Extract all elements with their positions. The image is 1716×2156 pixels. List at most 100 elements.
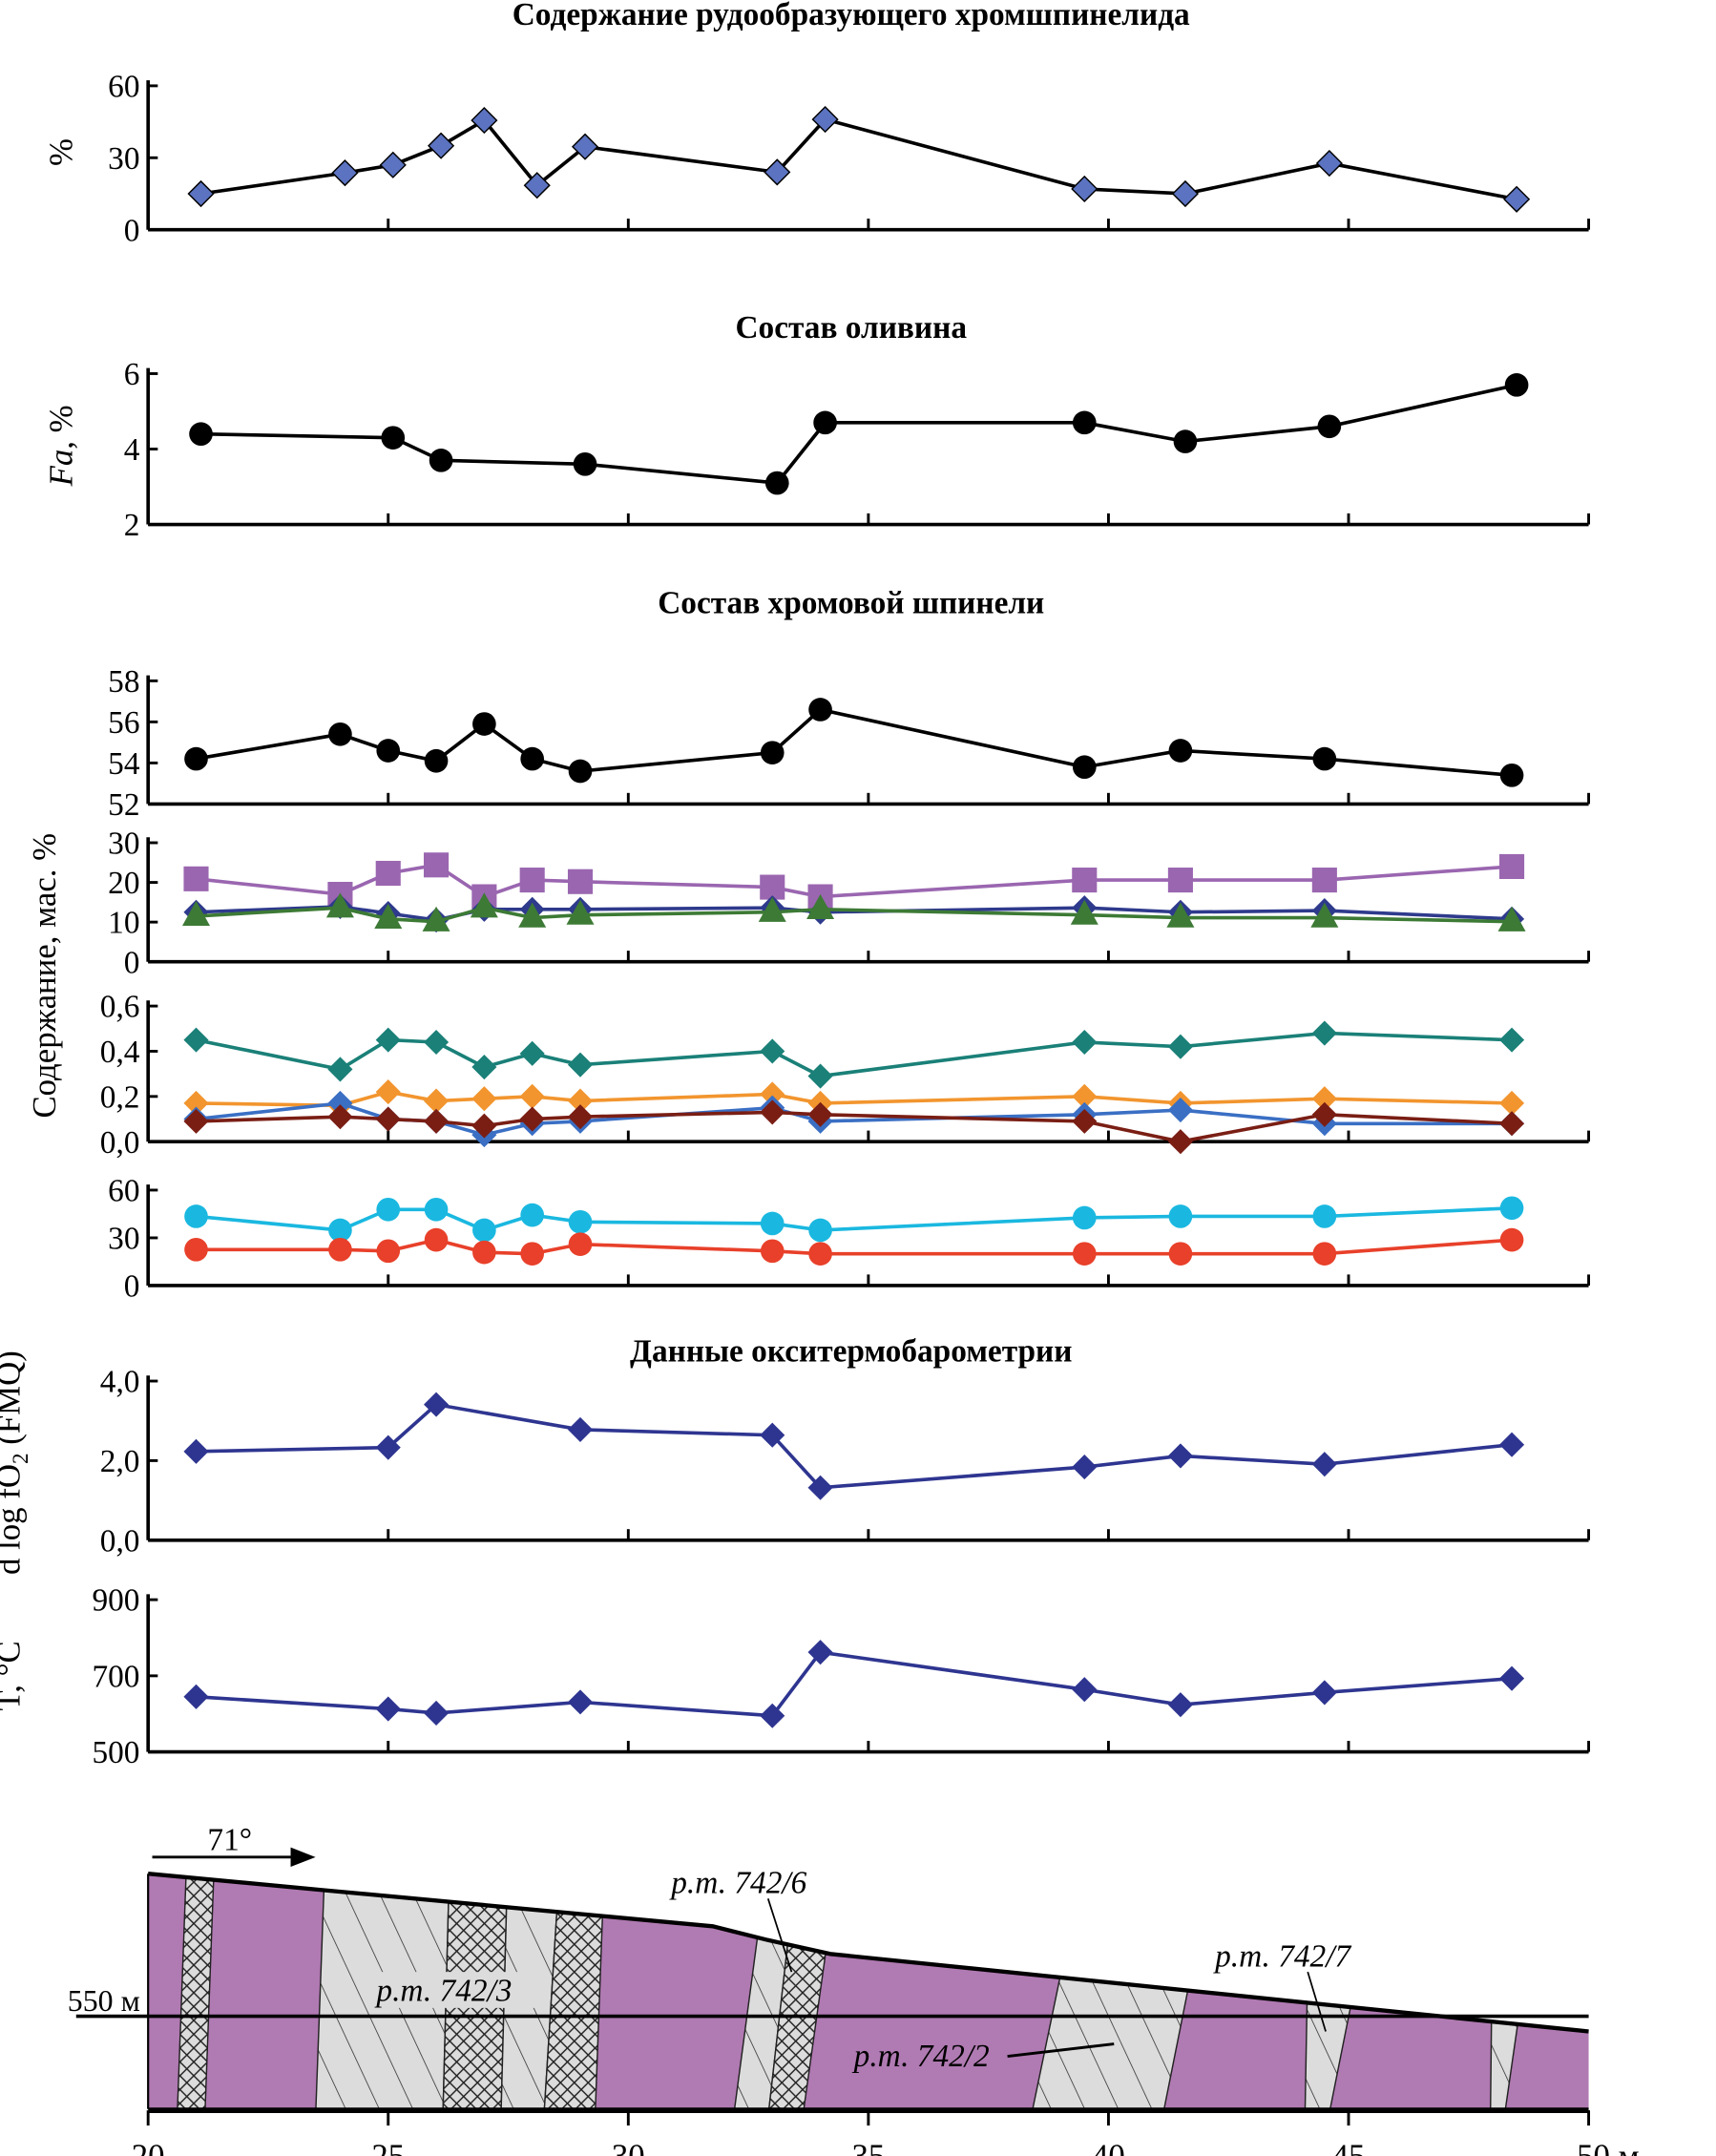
data-point	[1310, 902, 1339, 928]
y-tick-label: 30	[108, 1222, 139, 1257]
data-point	[189, 422, 213, 447]
data-point	[567, 869, 594, 894]
data-point	[811, 106, 839, 134]
y-tick-label: 20	[108, 866, 139, 901]
y-tick-label: 30	[108, 141, 139, 177]
data-point	[1312, 1242, 1337, 1266]
level-label: 550 м	[68, 1984, 140, 2018]
data-point	[1168, 739, 1193, 763]
sample-label-742-6: р.т. 742/6	[669, 1866, 806, 1901]
data-point	[471, 1086, 497, 1112]
data-point	[424, 1227, 449, 1252]
data-point	[519, 868, 545, 893]
series-line	[200, 383, 1517, 485]
data-point	[1503, 185, 1531, 213]
data-point	[328, 1218, 352, 1243]
data-point	[429, 449, 453, 472]
y-tick-label: 30	[108, 827, 139, 862]
data-point	[1167, 1692, 1193, 1718]
data-point	[1504, 373, 1529, 397]
x-tick-label: 40	[1092, 2138, 1125, 2156]
y-tick-label: 0,4	[100, 1035, 140, 1070]
data-point	[808, 1218, 832, 1243]
data-point	[760, 1239, 785, 1264]
data-point	[375, 1079, 401, 1105]
y-tick-label: 54	[108, 746, 140, 782]
data-point	[184, 1204, 208, 1228]
arrow-head-icon	[290, 1847, 316, 1867]
data-point	[568, 1232, 593, 1256]
data-point	[1167, 868, 1193, 893]
chart-panel-6: Данные окситермобарометрии d log fO2 (FMQ…	[0, 1334, 1591, 1575]
y-tick-label: 2,0	[100, 1444, 140, 1479]
data-point	[327, 1104, 353, 1130]
y-tick-label: 2	[124, 508, 140, 543]
y-tick-label: 0,2	[100, 1079, 140, 1115]
data-point	[471, 1054, 497, 1080]
data-point	[375, 1106, 401, 1132]
data-point	[183, 1027, 209, 1053]
data-point	[187, 179, 215, 208]
data-point	[1071, 175, 1099, 203]
data-point	[520, 1203, 545, 1227]
data-point	[381, 426, 406, 450]
chart-panel-4: 0,0 0,2 0,4 0,6	[100, 990, 1591, 1161]
y-tick-label: 0,0	[100, 1523, 140, 1559]
y-label-tail: (FMQ)	[0, 1350, 27, 1453]
data-point	[760, 741, 785, 764]
data-point	[1499, 1665, 1525, 1691]
data-point	[1072, 1455, 1098, 1480]
data-point	[183, 1108, 209, 1134]
y-label-italic: Fa	[42, 450, 79, 488]
data-point	[519, 1083, 545, 1109]
data-point	[1312, 1204, 1337, 1228]
x-tick-label: 35	[851, 2138, 885, 2156]
data-point	[375, 1027, 401, 1053]
data-point	[424, 852, 450, 878]
chart-panel-1: Состав оливина Fa, % 2 4 6	[42, 310, 1591, 543]
data-point	[519, 1040, 545, 1066]
surface-line	[147, 1872, 1589, 2034]
data-point	[327, 1057, 353, 1082]
leader-line	[766, 1898, 793, 1973]
geological-section: 20 25 30 35 40 45 50 м 71° 550 м р.т. 742/3 р.…	[68, 1823, 1640, 2156]
data-point	[1317, 414, 1342, 439]
data-point	[183, 866, 209, 891]
data-point	[1072, 1029, 1098, 1056]
y-axis-label: d log fO2 (FMQ)	[0, 1350, 33, 1575]
data-point	[1167, 1129, 1193, 1155]
y-tick-label: 52	[108, 787, 139, 823]
chart-panel-7: T, °C 500 700 900	[0, 1583, 1591, 1770]
data-point	[567, 1104, 594, 1130]
data-point	[375, 1696, 401, 1722]
data-point	[1311, 1101, 1337, 1127]
data-point	[472, 1218, 496, 1243]
data-point	[1499, 1111, 1525, 1137]
data-point	[1072, 1108, 1098, 1134]
chart-panel-0: Содержание рудообразующего хромшпинелида…	[42, 0, 1591, 248]
data-point	[184, 1237, 208, 1262]
data-point	[1168, 1242, 1193, 1266]
x-tick-label: 30	[612, 2138, 645, 2156]
data-point	[760, 1422, 785, 1448]
y-tick-label: 10	[108, 906, 139, 941]
data-point	[183, 1438, 209, 1464]
data-point	[760, 1211, 785, 1236]
data-point	[764, 471, 789, 495]
chart-panel-5: 0 30 60	[108, 1174, 1591, 1305]
data-point	[760, 1038, 785, 1064]
y-tick-label: 60	[108, 69, 139, 104]
data-point	[1499, 1027, 1525, 1053]
data-point	[764, 158, 791, 186]
chart-panel-3: Содержание, мас. % 0 10 20 30	[26, 827, 1591, 1119]
y-axis-label: Содержание, мас. %	[26, 833, 63, 1119]
vein-crosshatch	[176, 1873, 216, 2109]
panel-title: Состав оливина	[736, 310, 968, 345]
data-point	[331, 159, 359, 187]
leader-line	[1007, 2042, 1115, 2059]
y-tick-label: 900	[92, 1583, 139, 1619]
y-tick-label: 58	[108, 664, 139, 700]
sample-label-742-2: р.т. 742/2	[852, 2039, 990, 2074]
dip-label: 71°	[207, 1823, 252, 1858]
